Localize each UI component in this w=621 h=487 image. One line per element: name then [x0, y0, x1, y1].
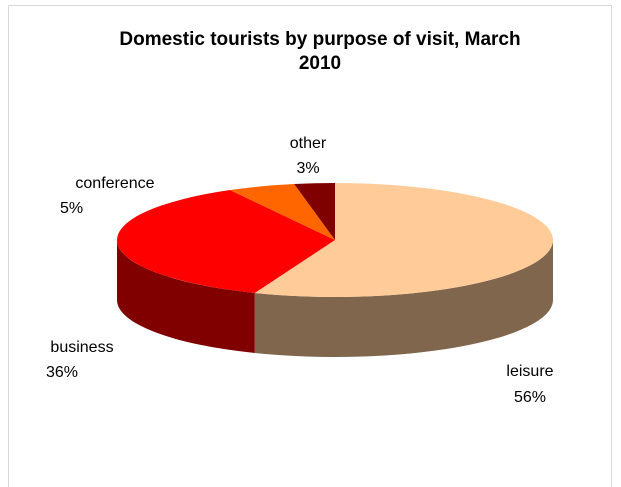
slice — [117, 190, 336, 293]
value-label: 3% — [296, 160, 319, 177]
slice-label: business — [50, 339, 113, 356]
value-label: 56% — [514, 389, 546, 406]
slice-side — [116, 240, 255, 353]
slice-label: other — [290, 135, 327, 152]
slice — [254, 183, 553, 297]
value-label: 5% — [60, 200, 83, 217]
slice — [229, 184, 335, 240]
slice-label: conference — [75, 175, 154, 192]
value-label: 36% — [46, 364, 78, 381]
chart-title: Domestic tourists by purpose of visit, M… — [119, 29, 521, 74]
slice — [294, 183, 335, 240]
slice-label: leisure — [506, 363, 553, 380]
slice-side — [254, 240, 553, 357]
